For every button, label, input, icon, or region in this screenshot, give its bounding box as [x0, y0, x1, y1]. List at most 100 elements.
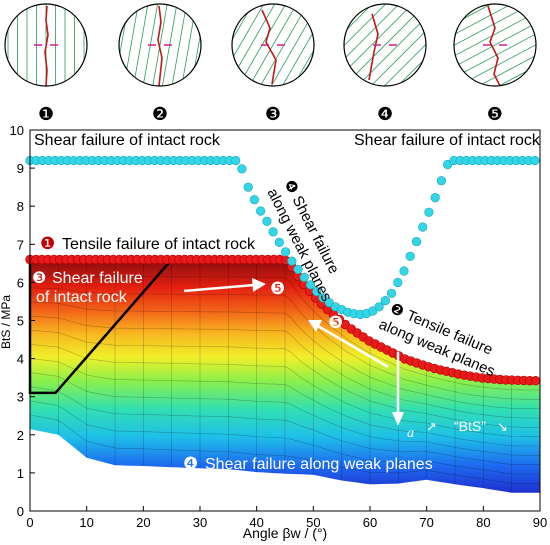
shear-intact-point [312, 286, 322, 297]
inset-circle-outline [453, 3, 537, 87]
mesh-contour [30, 344, 540, 437]
mode-4-label: Shear failure along weak planes [205, 456, 433, 473]
x-tick-label: 20 [136, 515, 150, 530]
x-tick-label: 50 [306, 515, 320, 530]
mesh-contour [30, 386, 540, 465]
x-tick-label: 0 [26, 515, 33, 530]
arrow-right-head [252, 278, 266, 292]
mode-3-label-line2: of intact rock [36, 289, 128, 306]
shear-intact-point [318, 293, 328, 303]
shear-intact-point [262, 216, 272, 226]
plot-area: 0 10 20 30 40 50 60 70 80 90 0 1 2 3 4 5 6 7 8 9 10 BtS / MP… [0, 123, 547, 541]
y-tick-label: 10 [10, 123, 24, 138]
mode-1-number: ❶ [40, 234, 55, 253]
shear-intact-point [281, 247, 291, 257]
mode-5-number-upper: ❺ [270, 279, 285, 298]
shear-intact-point [530, 155, 540, 166]
inset-5 [454, 4, 536, 86]
shear-intact-point [374, 302, 384, 312]
inset-number: ❹ [377, 104, 393, 125]
arrow-right [183, 283, 255, 293]
inset-number: ❸ [265, 104, 281, 125]
inset-3 [232, 4, 314, 86]
shear-intact-point [268, 227, 278, 237]
bts-color-surface [30, 259, 540, 493]
shear-intact-point [256, 206, 266, 216]
inset-2 [119, 4, 201, 86]
mesh-contour [30, 372, 540, 456]
x-tick-label: 70 [419, 515, 433, 530]
shear-intact-point [393, 277, 403, 288]
y-tick-label: 2 [17, 428, 24, 443]
mode-2-number: ❷ [387, 300, 406, 321]
shear-intact-point [430, 193, 440, 203]
y-axis-title: BtS / MPa [0, 295, 13, 349]
shear-intact-point [237, 164, 247, 174]
shear-intact-point [231, 155, 241, 166]
shear-intact-point [305, 280, 316, 290]
y-tick-label: 0 [17, 504, 24, 519]
x-tick-label: 60 [363, 515, 377, 530]
arrow-upleft [317, 324, 389, 369]
arrow-down-head [392, 412, 404, 426]
x-axis-title: Angle βw / (°) [243, 525, 327, 541]
shear-intact-point [293, 264, 303, 275]
shear-intact-point [436, 176, 447, 186]
inset-circle-outline [4, 3, 88, 87]
mesh-contour [30, 273, 540, 391]
failure-mode-insets: ❶ ❷ ❸ ❹ ❺ [4, 3, 537, 125]
inset-circle-outline [118, 3, 202, 87]
shear-intact-point [386, 288, 397, 298]
x-tick-label: 90 [533, 515, 547, 530]
inset-number: ❺ [487, 104, 503, 125]
mode-4-number: ❹ [183, 454, 198, 473]
y-tick-label: 3 [17, 390, 24, 405]
x-tick-label: 40 [249, 515, 263, 530]
y-tick-label: 7 [17, 237, 24, 252]
x-tick-label: 10 [79, 515, 93, 530]
shear-intact-point [411, 237, 422, 247]
y-tick-label: 4 [17, 352, 24, 367]
shear-intact-point [418, 222, 428, 232]
x-tick-label: 80 [476, 515, 490, 530]
bts-arrow: ↘ [497, 419, 508, 434]
alpha-arrow: ↗ [426, 419, 437, 434]
shear-intact-point [287, 256, 297, 266]
mesh-contour [30, 301, 540, 409]
arrow-upleft-head [308, 320, 322, 332]
mesh-contour [30, 329, 540, 428]
inset-1 [5, 4, 87, 86]
inset-number: ❶ [38, 104, 54, 125]
y-tick-label: 1 [17, 466, 24, 481]
mode-5-number-lower: ❺ [328, 313, 343, 332]
inset-number: ❷ [152, 104, 168, 125]
shear-intact-point [399, 266, 409, 276]
label-shear-intact-left: Shear failure of intact rock [34, 132, 221, 149]
inset-circle-outline [343, 3, 427, 87]
shear-intact-point [424, 207, 434, 217]
mesh-contour [30, 414, 540, 484]
mesh-contour [30, 358, 540, 447]
mode-3-label-line1: Shear failure [52, 270, 143, 287]
mode-1-label: Tensile failure of intact rock [62, 236, 256, 253]
shear-intact-point [274, 237, 284, 247]
tensile-weak-plane-point [530, 376, 541, 386]
y-tick-label: 8 [17, 199, 24, 214]
mesh-contour [30, 315, 540, 419]
shear-intact-point [405, 251, 415, 261]
mode-3-number: ❸ [32, 270, 46, 287]
mesh-contour [30, 400, 540, 475]
shear-intact-point [299, 272, 309, 283]
y-tick-label: 9 [17, 161, 24, 176]
y-tick-label: 6 [17, 275, 24, 290]
y-tick-label: 5 [17, 314, 24, 329]
shear-intact-point [249, 195, 259, 205]
label-shear-intact-right: Shear failure of intact rock [354, 132, 541, 149]
shear-intact-point [380, 296, 390, 306]
inset-circle-outline [231, 3, 315, 87]
x-tick-label: 30 [193, 515, 207, 530]
shear-intact-point [243, 182, 253, 192]
bts-legend-label: “BtS” [454, 418, 486, 434]
shear-intact-point [368, 306, 378, 316]
